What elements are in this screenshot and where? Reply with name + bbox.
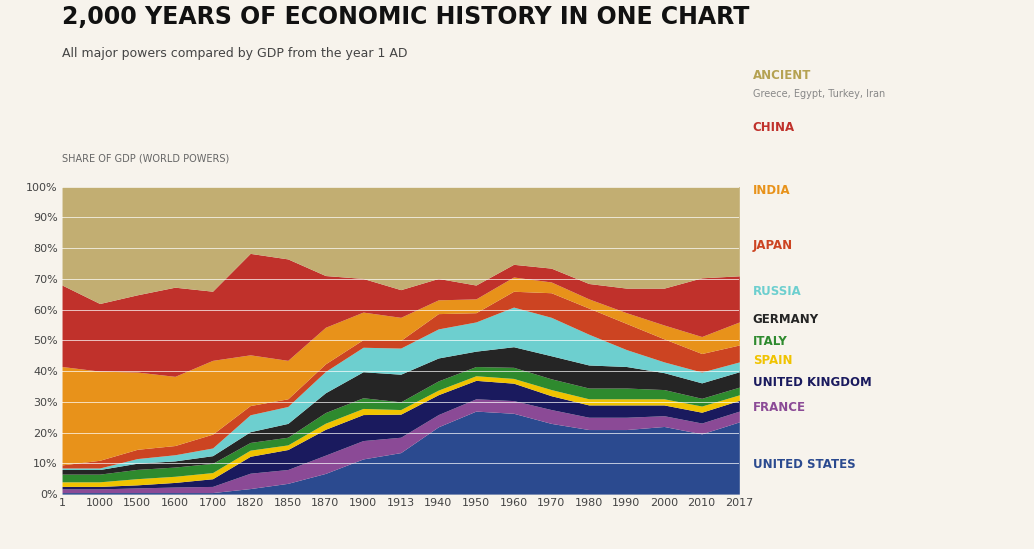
Text: SPAIN: SPAIN [753,354,792,367]
Text: RUSSIA: RUSSIA [753,285,801,299]
Text: All major powers compared by GDP from the year 1 AD: All major powers compared by GDP from th… [62,47,407,60]
Text: INDIA: INDIA [753,184,790,197]
Text: JAPAN: JAPAN [753,239,793,252]
Text: 2,000 YEARS OF ECONOMIC HISTORY IN ONE CHART: 2,000 YEARS OF ECONOMIC HISTORY IN ONE C… [62,5,750,30]
Text: CHINA: CHINA [753,121,795,134]
Text: UNITED STATES: UNITED STATES [753,458,855,472]
Text: UNITED KINGDOM: UNITED KINGDOM [753,376,872,389]
Text: ITALY: ITALY [753,335,788,348]
Text: FRANCE: FRANCE [753,401,805,414]
Text: GERMANY: GERMANY [753,313,819,326]
Text: Greece, Egypt, Turkey, Iran: Greece, Egypt, Turkey, Iran [753,89,885,99]
Text: SHARE OF GDP (WORLD POWERS): SHARE OF GDP (WORLD POWERS) [62,154,230,164]
Text: ANCIENT: ANCIENT [753,69,811,82]
